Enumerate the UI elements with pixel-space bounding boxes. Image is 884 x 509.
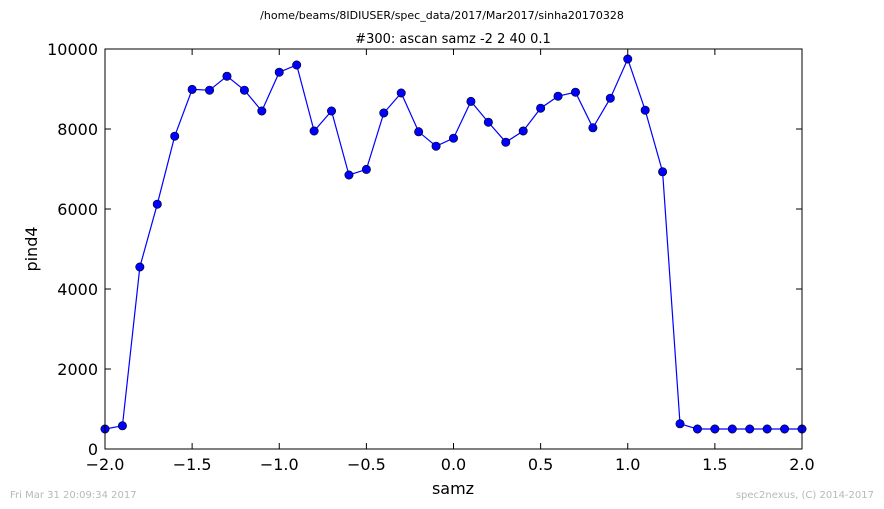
data-point <box>396 88 406 98</box>
y-tick-label: 6000 <box>57 200 98 219</box>
data-point <box>152 199 162 209</box>
data-point <box>257 106 267 116</box>
data-point <box>292 60 302 70</box>
data-point <box>727 424 737 434</box>
figure-suptitle: /home/beams/8IDIUSER/spec_data/2017/Mar2… <box>260 9 624 22</box>
data-point <box>518 126 528 136</box>
data-point <box>135 262 145 272</box>
data-point <box>588 123 598 133</box>
x-tick-label: 1.5 <box>702 455 727 474</box>
x-tick-label: −0.5 <box>347 455 386 474</box>
data-point <box>170 131 180 141</box>
footer-credit: spec2nexus, (C) 2014-2017 <box>736 490 874 501</box>
data-point <box>239 85 249 95</box>
data-point <box>501 137 511 147</box>
plot-layer <box>100 54 807 434</box>
data-point <box>466 96 476 106</box>
data-point <box>605 93 615 103</box>
x-tick-label: 0.0 <box>441 455 466 474</box>
series-line <box>104 57 802 430</box>
data-point <box>448 133 458 143</box>
y-tick-label: 0 <box>88 440 98 459</box>
data-point <box>431 141 441 151</box>
x-tick-label: 0.5 <box>528 455 553 474</box>
data-point <box>623 54 633 64</box>
data-point <box>361 164 371 174</box>
data-point <box>274 67 284 77</box>
data-point <box>414 127 424 137</box>
x-tick-label: −2.0 <box>86 455 125 474</box>
x-axis-label: samz <box>432 479 474 498</box>
data-point <box>692 424 702 434</box>
y-axis-ticks: 0 2000 4000 6000 8000 10000 <box>47 40 802 459</box>
y-axis-label: pind4 <box>22 226 41 271</box>
data-point <box>379 108 389 118</box>
data-point <box>640 105 650 115</box>
data-point <box>780 424 790 434</box>
chart-title: #300: ascan samz -2 2 40 0.1 <box>355 32 551 47</box>
x-tick-label: −1.5 <box>173 455 212 474</box>
data-point <box>536 103 546 113</box>
data-point <box>309 126 319 136</box>
x-axis-ticks: −2.0 −1.5 −1.0 −0.5 0.0 0.5 1.0 1.5 2.0 <box>86 49 815 474</box>
x-tick-label: 2.0 <box>789 455 814 474</box>
data-point <box>710 424 720 434</box>
data-point <box>762 424 772 434</box>
data-point <box>745 424 755 434</box>
y-tick-label: 10000 <box>47 40 98 59</box>
x-tick-label: 1.0 <box>615 455 640 474</box>
y-tick-label: 8000 <box>57 120 98 139</box>
data-point <box>483 117 493 127</box>
data-point <box>675 419 685 429</box>
y-tick-label: 4000 <box>57 280 98 299</box>
data-point <box>570 87 580 97</box>
data-point <box>187 84 197 94</box>
y-tick-label: 2000 <box>57 360 98 379</box>
plot-frame <box>104 48 803 450</box>
data-point <box>117 421 127 431</box>
data-point <box>327 106 337 116</box>
data-point <box>222 71 232 81</box>
data-point <box>553 91 563 101</box>
x-tick-label: −1.0 <box>260 455 299 474</box>
data-point <box>344 170 354 180</box>
data-point <box>658 167 668 177</box>
data-point <box>205 85 215 95</box>
footer-timestamp: Fri Mar 31 20:09:34 2017 <box>10 490 137 501</box>
